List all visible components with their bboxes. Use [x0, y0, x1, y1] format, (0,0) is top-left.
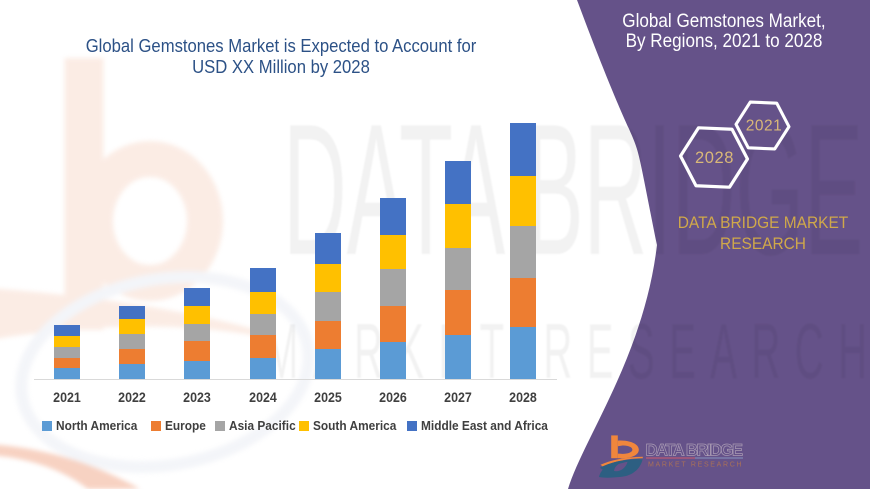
svg-text:2021: 2021 [746, 118, 782, 135]
svg-text:2028: 2028 [695, 149, 734, 167]
svg-text:DATA BRIDGE: DATA BRIDGE [646, 442, 744, 460]
svg-text:MARKET RESEARCH: MARKET RESEARCH [648, 462, 744, 469]
svg-text:MARKET RESEARCH: MARKET RESEARCH [265, 309, 867, 396]
